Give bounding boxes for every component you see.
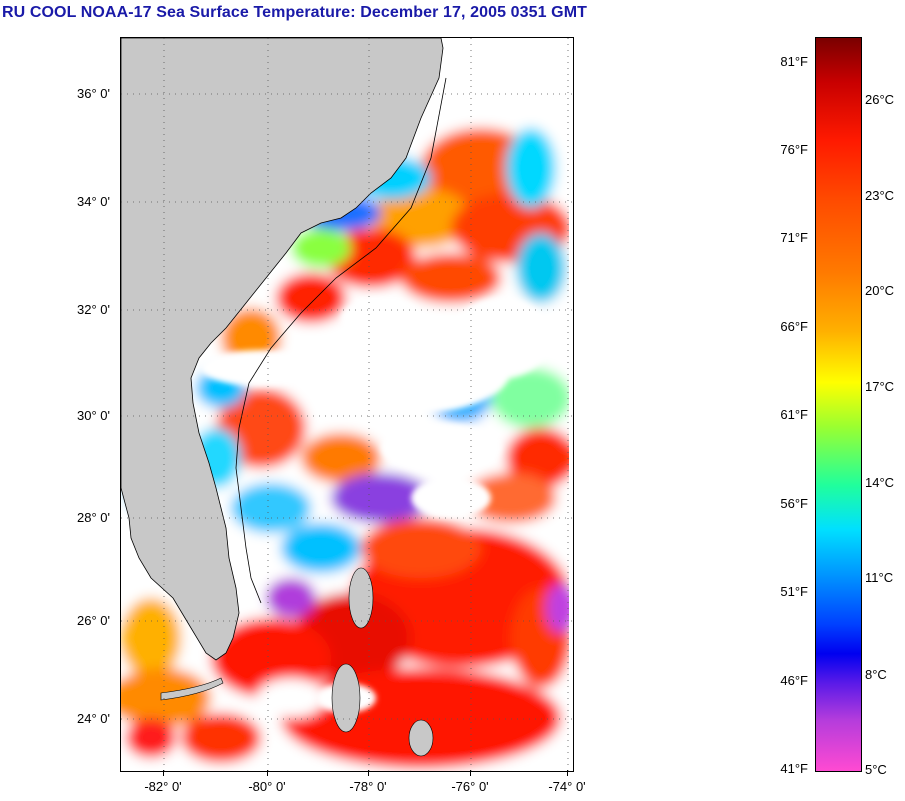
colorbar-label-81f: 81°F bbox=[780, 54, 808, 69]
colorbar-label-8c: 8°C bbox=[865, 667, 887, 682]
axis-tick bbox=[470, 770, 471, 776]
colorbar-label-51f: 51°F bbox=[780, 584, 808, 599]
colorbar-label-26c: 26°C bbox=[865, 92, 895, 107]
colorbar-label-46f: 46°F bbox=[780, 673, 808, 688]
colorbar-label-14c: 14°C bbox=[865, 475, 895, 490]
cloud-cover bbox=[201, 298, 551, 713]
colorbar-label-20c: 20°C bbox=[865, 283, 895, 298]
longitude-label-74: -74° 0' bbox=[548, 779, 586, 794]
axis-tick bbox=[163, 770, 164, 776]
colorbar-label-56f: 56°F bbox=[780, 496, 808, 511]
longitude-label-82: -82° 0' bbox=[144, 779, 182, 794]
latitude-label-24: 24° 0' bbox=[77, 711, 110, 726]
latitude-label-26: 26° 0' bbox=[77, 613, 110, 628]
latitude-label-34: 34° 0' bbox=[77, 194, 110, 209]
latitude-label-28: 28° 0' bbox=[77, 510, 110, 525]
land-islands bbox=[160, 567, 434, 757]
latitude-label-30: 30° 0' bbox=[77, 408, 110, 423]
colorbar-label-23c: 23°C bbox=[865, 188, 895, 203]
colorbar-label-76f: 76°F bbox=[780, 142, 808, 157]
grid-lines bbox=[121, 38, 573, 771]
latitude-label-32: 32° 0' bbox=[77, 302, 110, 317]
land-southeast-us bbox=[121, 38, 444, 661]
colorbar-label-41f: 41°F bbox=[780, 761, 808, 776]
latitude-label-36: 36° 0' bbox=[77, 86, 110, 101]
axis-tick bbox=[567, 770, 568, 776]
shelf-contour bbox=[235, 77, 447, 604]
longitude-label-76: -76° 0' bbox=[451, 779, 489, 794]
longitude-label-80: -80° 0' bbox=[248, 779, 286, 794]
longitude-label-78: -78° 0' bbox=[349, 779, 387, 794]
colorbar-label-5c: 5°C bbox=[865, 762, 887, 777]
colorbar-label-71f: 71°F bbox=[780, 230, 808, 245]
colorbar-label-17c: 17°C bbox=[865, 379, 895, 394]
page-title: RU COOL NOAA-17 Sea Surface Temperature:… bbox=[2, 4, 588, 21]
colorbar-label-11c: 11°C bbox=[865, 570, 894, 585]
axis-tick bbox=[368, 770, 369, 776]
temperature-colorbar bbox=[815, 37, 862, 772]
sst-map bbox=[120, 37, 574, 772]
colorbar-label-61f: 61°F bbox=[780, 407, 808, 422]
colorbar-label-66f: 66°F bbox=[780, 319, 808, 334]
axis-tick bbox=[267, 770, 268, 776]
